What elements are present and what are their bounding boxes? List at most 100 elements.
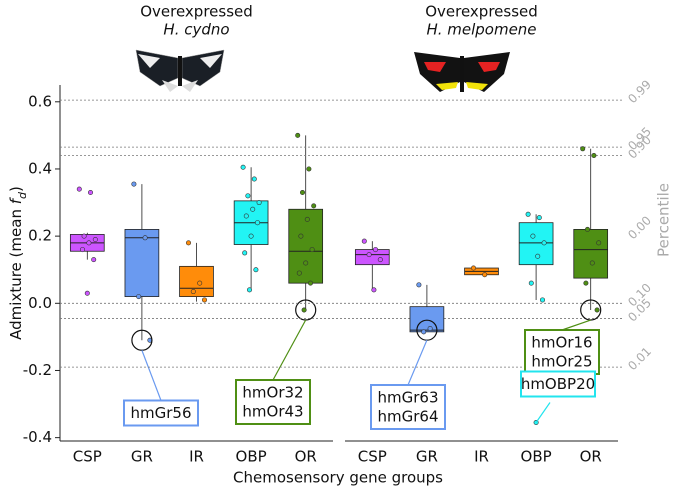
point (136, 294, 142, 300)
point (197, 280, 203, 286)
box (518, 222, 554, 266)
y-tick-label: -0.4 (23, 428, 52, 446)
point (421, 329, 427, 335)
x-tick-label: CSP (358, 448, 387, 466)
annotation-text: hmOr32 (242, 384, 303, 402)
y-axis-label-part: ) (7, 186, 25, 192)
box (288, 208, 324, 284)
y-axis-label-part: Admixture (mean (7, 204, 25, 340)
box (124, 229, 160, 297)
x-axis-label: Chemosensory gene groups (233, 469, 443, 487)
point (535, 253, 541, 259)
point (247, 287, 253, 293)
point (142, 235, 148, 241)
point (530, 233, 536, 239)
annotation-text: hmGr63 (378, 389, 439, 407)
y-tick-label: 0.4 (28, 159, 52, 177)
point (306, 166, 312, 172)
x-tick-label: IR (189, 448, 204, 466)
annotation-text: hmOr16 (531, 334, 592, 352)
point (372, 247, 378, 253)
box (409, 306, 445, 333)
point (86, 240, 92, 246)
point (303, 260, 309, 266)
point (301, 307, 307, 313)
point (88, 189, 94, 195)
point (416, 282, 422, 288)
point (186, 240, 192, 246)
annotation-leader (407, 339, 428, 386)
percentile-axis-label: Percentile (655, 183, 673, 257)
point (470, 265, 476, 271)
panel-subtitle: H. cydno (163, 21, 229, 39)
point (242, 250, 248, 256)
point (253, 267, 259, 273)
box (573, 229, 609, 279)
point (296, 270, 302, 276)
point (596, 240, 602, 246)
point (594, 307, 600, 313)
percentile-label: 0.99 (625, 77, 654, 106)
y-tick-label: 0.0 (28, 294, 52, 312)
y-tick-label: -0.2 (23, 361, 52, 379)
butterfly-cydno (135, 49, 225, 92)
point (91, 257, 97, 263)
x-tick-label: GR (131, 448, 153, 466)
point (84, 290, 90, 296)
point (190, 289, 196, 295)
point (427, 325, 433, 331)
box (179, 265, 214, 297)
y-axis-label-part: f (7, 196, 25, 204)
point (309, 247, 315, 253)
annotation-box (123, 399, 199, 427)
point (580, 146, 586, 152)
x-tick-label: CSP (73, 448, 102, 466)
point (92, 236, 98, 242)
point (299, 189, 305, 195)
point (584, 226, 590, 232)
point (248, 233, 254, 239)
point (245, 193, 251, 199)
point (250, 206, 256, 212)
point (240, 164, 246, 170)
annotation-leader (141, 350, 162, 401)
annotation-text: hmGr56 (131, 404, 192, 422)
annotation-text: hmOr25 (531, 353, 592, 371)
annotation-box (524, 329, 600, 375)
point (304, 216, 310, 222)
y-tick-label: 0.6 (28, 92, 52, 110)
point (202, 297, 208, 303)
point (591, 153, 597, 159)
x-tick-label: OR (580, 448, 602, 466)
panel-title: Overexpressed (140, 3, 253, 21)
point (482, 272, 488, 278)
point (131, 181, 137, 187)
annotation-text: hmOr43 (242, 403, 303, 421)
x-tick-label: IR (474, 448, 489, 466)
annotation-leader (561, 319, 591, 331)
panel-title: Overexpressed (425, 3, 538, 21)
point (377, 257, 383, 263)
box (354, 249, 390, 266)
annotation-leader (272, 319, 307, 381)
point (366, 252, 372, 258)
point (539, 297, 545, 303)
point (243, 213, 249, 219)
annotation-box (370, 384, 446, 430)
point (583, 280, 589, 286)
percentile-label: 0.01 (625, 344, 654, 373)
point (541, 240, 547, 246)
percentile-label: 0.00 (625, 213, 654, 242)
point (81, 233, 87, 239)
point (536, 215, 542, 221)
point (298, 233, 304, 239)
y-axis-label: Admixture (mean fd) (7, 186, 29, 340)
annotation-text: hmOBP20 (521, 375, 595, 393)
annotation-leader (535, 402, 551, 423)
annotation-box (235, 379, 311, 425)
y-axis-label-part: d (16, 191, 29, 199)
point (295, 132, 301, 138)
point (311, 203, 317, 209)
x-tick-label: GR (416, 448, 438, 466)
x-tick-label: OR (295, 448, 317, 466)
